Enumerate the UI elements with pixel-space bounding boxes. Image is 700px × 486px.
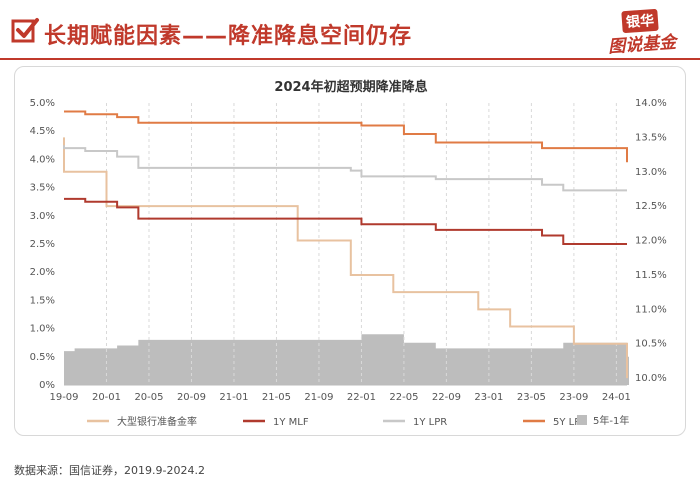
legend-label-4: 5年-1年	[593, 414, 629, 427]
y-right-tick-label: 11.0%	[635, 304, 667, 315]
axes-group: 19-09 20-01 20-05 20-09 21-01 21-05 21-09 22-01…	[30, 98, 667, 403]
y-right-tick-label: 11.5%	[635, 270, 667, 281]
source-note: 数据来源：国信证券，2019.9-2024.2	[14, 464, 205, 477]
header: 长期赋能因素——降准降息空间仍存 银华 图说基金	[0, 0, 700, 62]
y-left-tick-label: 3.0%	[30, 211, 55, 222]
title-divider	[0, 58, 700, 60]
y-left-tick-label: 5.0%	[30, 98, 55, 109]
x-tick-label: 19-09	[49, 392, 78, 403]
series-area-4	[64, 334, 629, 385]
x-tick-label: 22-01	[347, 392, 376, 403]
x-tick-label: 21-01	[219, 392, 248, 403]
check-icon	[11, 18, 39, 43]
x-tick-label: 20-01	[92, 392, 121, 403]
chart-panel: 2024年初超预期降准降息 19-09 20-01 20-05 20-09 21-01 2…	[14, 66, 686, 436]
x-tick-label: 23-01	[474, 392, 503, 403]
x-tick-label: 20-09	[177, 392, 206, 403]
y-left-tick-label: 0.5%	[30, 352, 55, 363]
series-line-0	[63, 137, 628, 379]
x-tick-label: 21-05	[262, 392, 291, 403]
y-right-tick-label: 13.5%	[635, 132, 667, 143]
y-right-tick-label: 14.0%	[635, 98, 667, 109]
legend-label-2: 1Y LPR	[413, 417, 447, 428]
x-tick-label: 24-01	[602, 392, 631, 403]
legend: 大型银行准备金率 1Y MLF 1Y LPR 5Y LPR 5年-1年	[87, 414, 629, 428]
y-right-tick-label: 12.5%	[635, 201, 667, 212]
spread-area-group	[64, 334, 629, 385]
series-line-1	[64, 197, 627, 245]
series-line-2	[63, 145, 627, 192]
y-left-tick-label: 1.5%	[30, 295, 55, 306]
x-tick-label: 23-05	[517, 392, 546, 403]
brand-logo: 银华 图说基金	[600, 6, 695, 58]
x-tick-label: 22-05	[389, 392, 418, 403]
legend-swatch-4	[577, 415, 587, 425]
x-tick-label: 23-09	[559, 392, 588, 403]
y-right-tick-label: 13.0%	[635, 167, 667, 178]
y-right-tick-label: 10.5%	[635, 339, 667, 350]
y-left-tick-label: 0%	[39, 380, 55, 391]
y-right-tick-label: 10.0%	[635, 373, 667, 384]
x-tick-label: 20-05	[134, 392, 163, 403]
series-line-3	[64, 110, 628, 163]
y-left-tick-label: 1.0%	[30, 324, 55, 335]
legend-label-0: 大型银行准备金率	[117, 415, 197, 428]
chart: 2024年初超预期降准降息 19-09 20-01 20-05 20-09 21-01 2…	[30, 79, 667, 428]
legend-label-3: 5Y LPR	[553, 417, 587, 428]
y-left-tick-label: 2.0%	[30, 267, 55, 278]
y-right-tick-label: 12.0%	[635, 236, 667, 247]
x-tick-label: 21-09	[304, 392, 333, 403]
logo-bottom-text: 图说基金	[607, 32, 677, 58]
series-lines-group	[63, 110, 628, 379]
legend-label-1: 1Y MLF	[273, 417, 309, 428]
chart-title: 2024年初超预期降准降息	[274, 79, 427, 95]
page-title: 长期赋能因素——降准降息空间仍存	[44, 24, 413, 49]
y-left-tick-label: 3.5%	[30, 183, 55, 194]
y-left-tick-label: 2.5%	[30, 239, 55, 250]
y-left-tick-label: 4.0%	[30, 154, 55, 165]
x-tick-label: 22-09	[432, 392, 461, 403]
y-left-tick-label: 4.5%	[30, 126, 55, 137]
